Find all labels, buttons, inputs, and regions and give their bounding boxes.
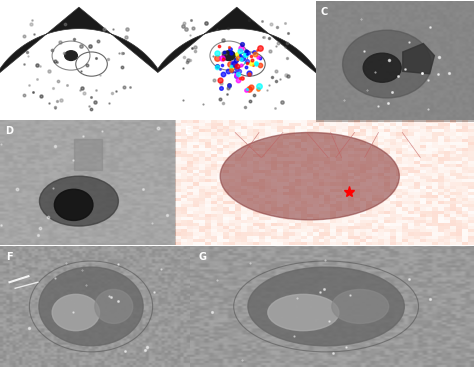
Ellipse shape [248, 267, 404, 346]
Ellipse shape [268, 294, 339, 331]
Text: B: B [163, 7, 170, 17]
Circle shape [363, 53, 401, 82]
Ellipse shape [39, 267, 143, 346]
Ellipse shape [39, 176, 118, 226]
Bar [73, 139, 102, 170]
Text: D: D [5, 126, 13, 136]
Ellipse shape [332, 290, 389, 323]
Text: A: A [5, 7, 12, 17]
Polygon shape [403, 43, 434, 74]
Circle shape [65, 51, 77, 61]
Ellipse shape [220, 132, 399, 220]
Ellipse shape [95, 290, 133, 323]
Text: F: F [6, 252, 12, 262]
Circle shape [223, 51, 235, 61]
Polygon shape [0, 7, 163, 76]
Ellipse shape [55, 189, 93, 221]
Circle shape [343, 30, 431, 98]
Polygon shape [153, 7, 320, 76]
Text: G: G [198, 252, 206, 262]
Text: E: E [184, 126, 191, 136]
Ellipse shape [52, 294, 100, 331]
Text: C: C [320, 7, 328, 17]
